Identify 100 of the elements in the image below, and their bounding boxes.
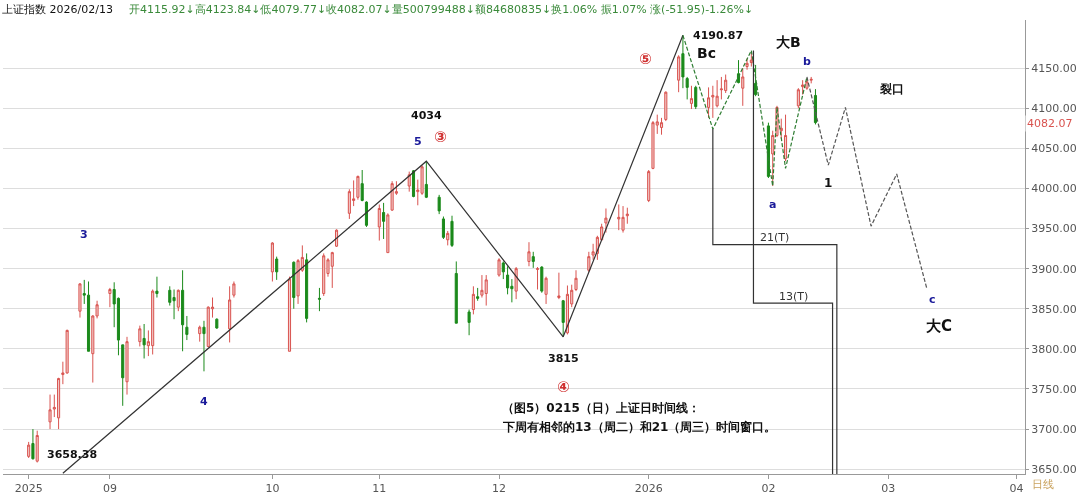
candlestick xyxy=(647,169,651,203)
series-label: 21(T) xyxy=(760,231,790,244)
annotation: 4 xyxy=(200,395,208,408)
annotation: ④ xyxy=(557,378,570,396)
candlestick xyxy=(292,260,296,310)
candlestick xyxy=(424,160,428,199)
candlestick xyxy=(531,251,535,269)
annotation: 大C xyxy=(926,317,953,335)
candlestick xyxy=(155,276,159,299)
candlestick xyxy=(108,287,112,308)
annotation: 下周有相邻的13（周二）和21（周三）时间窗口。 xyxy=(502,420,777,434)
annotation: b xyxy=(803,55,811,68)
annotation: c xyxy=(929,293,936,306)
candlestick xyxy=(181,269,185,352)
x-tick-label: 10 xyxy=(265,482,280,496)
candlestick xyxy=(215,317,219,330)
candlestick xyxy=(172,289,176,320)
candlestick xyxy=(356,175,360,201)
candlestick xyxy=(745,58,749,71)
candlestick xyxy=(484,274,488,307)
annotation: 大B xyxy=(776,34,801,50)
candlestick xyxy=(719,76,723,100)
candlestick xyxy=(86,280,91,352)
candlestick xyxy=(694,85,698,110)
candlestick xyxy=(501,260,505,280)
text: 日线 xyxy=(1032,478,1054,491)
candlestick xyxy=(138,325,142,347)
annotation: ③ xyxy=(434,128,447,146)
annotation: 5 xyxy=(414,135,422,148)
candlestick xyxy=(202,320,206,372)
annotation: a xyxy=(769,198,777,211)
x-tick-label: 04 xyxy=(1009,482,1024,496)
candlestick xyxy=(305,252,309,323)
candlestick xyxy=(198,325,202,343)
candlestick xyxy=(317,287,321,312)
candlestick xyxy=(377,203,381,242)
candlestick xyxy=(604,208,608,234)
candlestick xyxy=(617,203,621,231)
annotation: 3 xyxy=(80,228,88,241)
candlestick xyxy=(437,194,441,215)
candlestick xyxy=(48,394,52,430)
candlestick xyxy=(57,377,61,430)
candlestick xyxy=(270,241,274,282)
candlestick xyxy=(677,54,681,93)
candlestick xyxy=(766,122,770,179)
candlestick xyxy=(407,171,411,193)
candlestick xyxy=(287,276,292,352)
candlestick xyxy=(754,64,758,97)
annotation: （图5）0215（日）上证日时间线： xyxy=(502,401,700,415)
candlestick xyxy=(360,169,364,202)
y-tick-label: 4100.00 xyxy=(1031,102,1077,116)
candlestick xyxy=(689,85,694,110)
candlestick xyxy=(275,256,279,281)
candlestick xyxy=(176,289,180,312)
candlestick xyxy=(514,266,518,300)
x-tick-label: 2026 xyxy=(634,482,663,496)
candlestick xyxy=(31,428,35,461)
candlestick xyxy=(664,90,668,122)
x-tick-label: 11 xyxy=(372,482,387,496)
annotation: 1 xyxy=(824,176,833,190)
candlestick xyxy=(185,315,189,341)
candlestick xyxy=(35,430,39,463)
candlestick xyxy=(557,272,561,300)
candlestick xyxy=(446,230,450,246)
candlestick xyxy=(796,87,800,109)
y-tick-label: 3900.00 xyxy=(1031,262,1077,276)
line-series xyxy=(806,76,928,289)
x-tick-label: 02 xyxy=(761,482,776,496)
annotation: Bc xyxy=(697,45,716,61)
x-tick-label: 09 xyxy=(102,482,117,496)
annotation: 4034 xyxy=(411,109,442,122)
candlestick xyxy=(741,67,745,107)
x-tick-label: 03 xyxy=(881,482,896,496)
candlestick xyxy=(125,336,129,396)
text: 4082.07 xyxy=(1027,117,1073,130)
candlestick xyxy=(574,269,578,292)
annotation: ⑤ xyxy=(639,50,652,68)
candlestick xyxy=(78,282,82,319)
series-label: 13(T) xyxy=(779,290,809,303)
candlestick xyxy=(330,251,334,289)
y-tick-label: 3700.00 xyxy=(1031,422,1077,436)
candlestick xyxy=(805,78,809,91)
candlestick xyxy=(364,200,369,228)
x-tick-label: 12 xyxy=(492,482,507,496)
candlestick xyxy=(228,285,232,343)
x-tick-label: 2025 xyxy=(14,482,43,496)
candlestick xyxy=(450,215,454,248)
y-tick-label: 3650.00 xyxy=(1031,463,1077,477)
y-tick-label: 3850.00 xyxy=(1031,302,1077,316)
candlestick xyxy=(476,287,480,302)
candlestick xyxy=(771,130,775,187)
candlestick xyxy=(454,260,458,324)
candlestick xyxy=(322,252,326,297)
candlestick xyxy=(441,216,445,240)
candlestick xyxy=(659,117,664,136)
y-tick-label: 4050.00 xyxy=(1031,142,1077,156)
annotation: 裂口 xyxy=(879,82,904,96)
candlestick xyxy=(121,344,125,407)
annotation: 4190.87 xyxy=(693,29,744,42)
y-tick-label: 3750.00 xyxy=(1031,382,1077,396)
